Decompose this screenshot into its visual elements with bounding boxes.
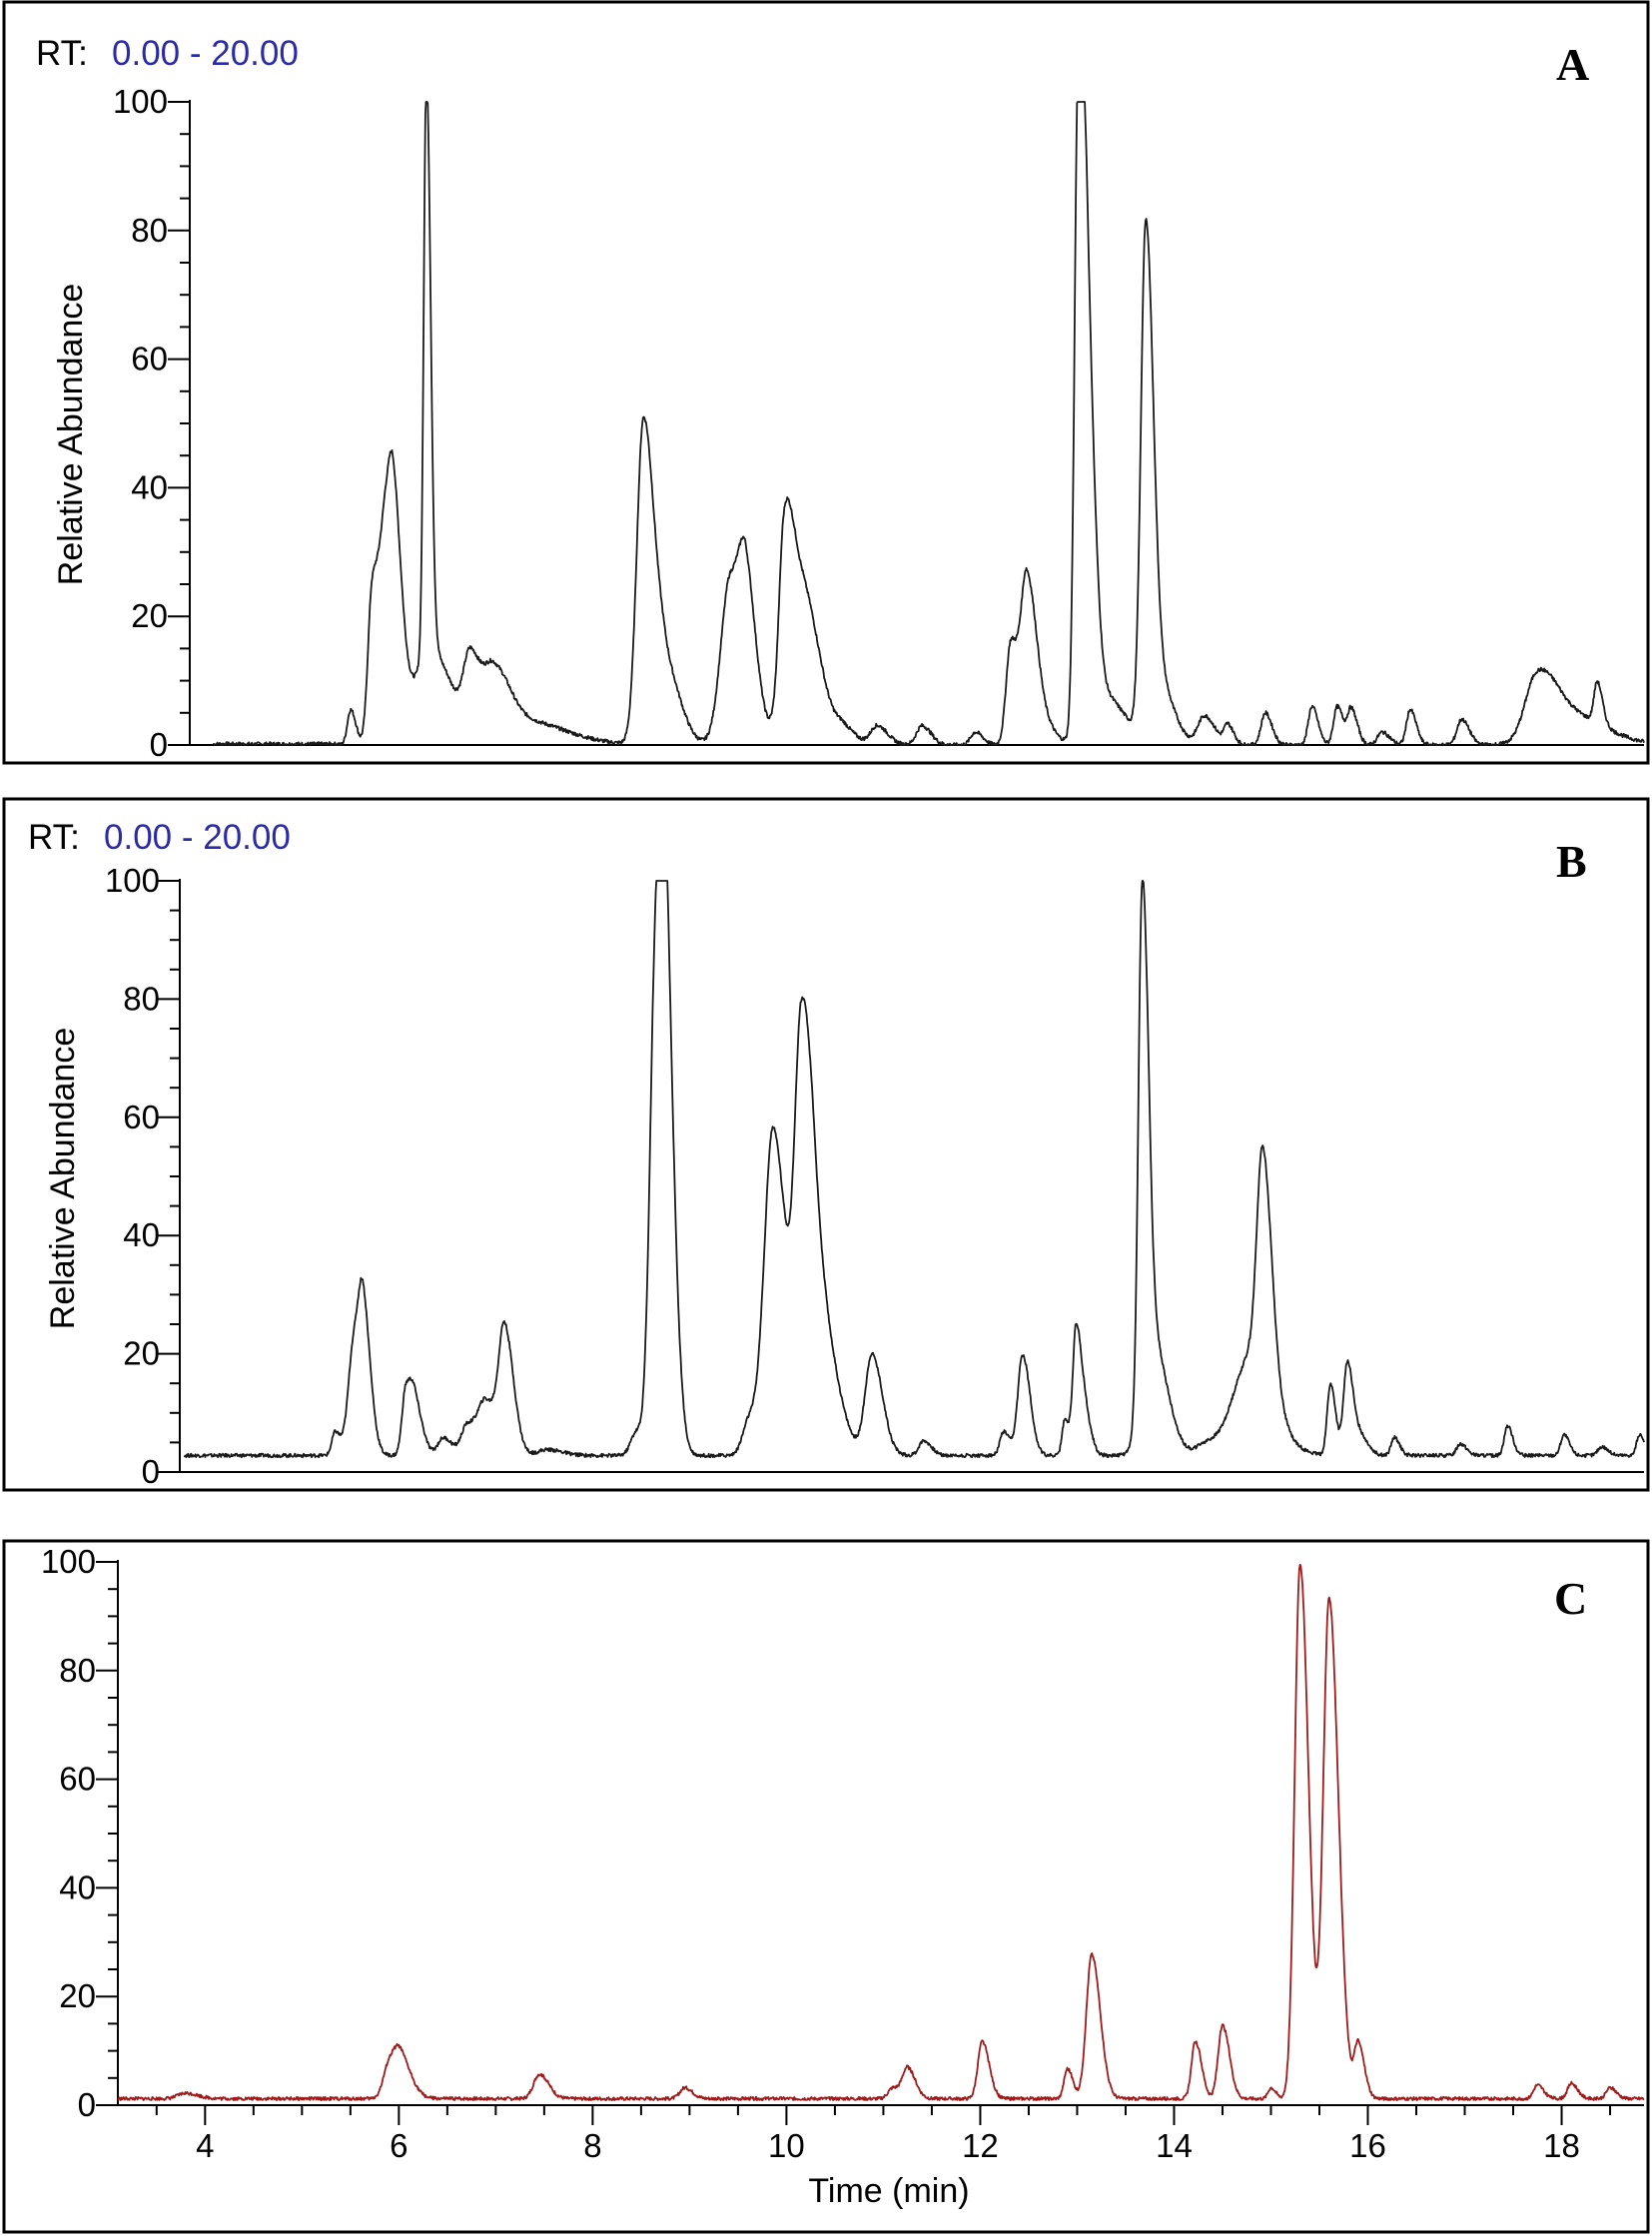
panel-a-rt-label: RT: xyxy=(36,34,88,73)
y-tick-label: 60 xyxy=(59,1761,96,1798)
panel-b-y-axis-label: Relative Abundance xyxy=(44,1028,82,1329)
x-tick-label: 4 xyxy=(196,2127,214,2164)
chromatogram-trace xyxy=(183,880,1645,1459)
y-tick-label: 100 xyxy=(105,862,160,899)
panel-a: RT: 0.00 - 20.00 A Relative Abundance 0 2… xyxy=(2,0,1650,765)
panel-c-plot: 0 20 40 60 80 100 4 6 8 10 12 14 16 18 xyxy=(41,1543,1645,2164)
chromatogram-trace xyxy=(212,101,1645,746)
x-tick-label: 18 xyxy=(1543,2127,1580,2164)
y-tick-label: 80 xyxy=(59,1652,96,1689)
y-tick-label: 0 xyxy=(150,726,168,763)
y-tick-label: 40 xyxy=(59,1868,96,1905)
x-tick-label: 10 xyxy=(768,2127,805,2164)
panel-a-plot: 0 20 40 60 80 100 xyxy=(113,83,1645,763)
y-tick-label: 100 xyxy=(41,1543,96,1580)
x-tick-label: 16 xyxy=(1349,2127,1386,2164)
x-tick-label: 8 xyxy=(583,2127,601,2164)
panel-a-y-axis-label: Relative Abundance xyxy=(52,284,90,585)
panel-a-letter: A xyxy=(1556,39,1589,90)
panel-b: RT: 0.00 - 20.00 B Relative Abundance 0 2… xyxy=(2,797,1650,1492)
y-tick-label: 20 xyxy=(123,1335,160,1372)
y-tick-label: 60 xyxy=(123,1099,160,1135)
panel-b-rt-label: RT: xyxy=(28,818,80,857)
y-tick-label: 100 xyxy=(113,83,168,120)
panel-c-letter: C xyxy=(1554,1573,1587,1624)
y-tick-label: 0 xyxy=(78,2086,96,2123)
y-tick-label: 40 xyxy=(123,1216,160,1253)
y-tick-label: 20 xyxy=(59,1977,96,2014)
panel-c: C Time (min) 0 20 40 60 80 100 4 6 8 10 12 14 16 18 xyxy=(2,1539,1650,2234)
y-tick-label: 60 xyxy=(131,341,168,377)
chromatogram-trace xyxy=(117,1563,1645,2101)
y-tick-label: 80 xyxy=(131,212,168,249)
panel-c-frame xyxy=(2,1539,1650,2234)
x-tick-label: 14 xyxy=(1156,2127,1193,2164)
panel-b-rt-range: 0.00 - 20.00 xyxy=(104,818,291,857)
panel-c-x-axis-label: Time (min) xyxy=(808,2172,969,2210)
x-tick-label: 6 xyxy=(390,2127,408,2164)
panel-b-letter: B xyxy=(1556,836,1587,887)
panel-a-rt-range: 0.00 - 20.00 xyxy=(112,34,299,73)
x-tick-label: 12 xyxy=(962,2127,999,2164)
y-tick-label: 40 xyxy=(131,468,168,505)
y-tick-label: 20 xyxy=(131,597,168,634)
panel-a-frame xyxy=(2,0,1650,765)
panel-b-plot: 0 20 40 60 80 100 xyxy=(105,862,1645,1490)
y-tick-label: 80 xyxy=(123,980,160,1017)
panel-b-frame xyxy=(2,797,1650,1492)
y-tick-label: 0 xyxy=(142,1453,160,1490)
